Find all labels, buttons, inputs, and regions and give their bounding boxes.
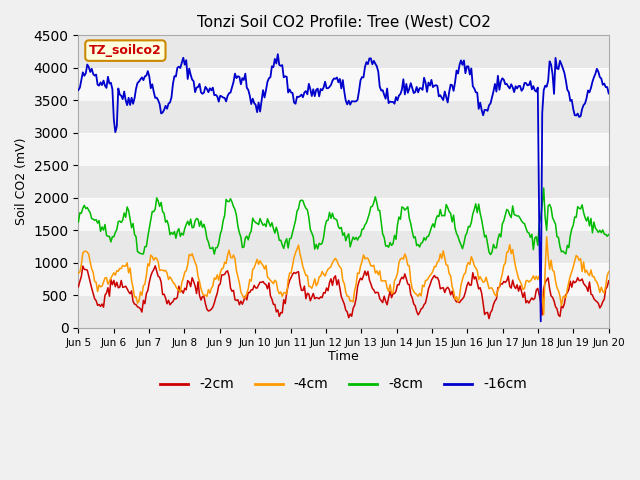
Bar <box>79 100 609 133</box>
Bar <box>79 295 609 328</box>
Bar <box>79 36 609 68</box>
Bar <box>79 165 609 198</box>
Bar <box>79 68 609 100</box>
Y-axis label: Soil CO2 (mV): Soil CO2 (mV) <box>15 138 28 225</box>
Text: TZ_soilco2: TZ_soilco2 <box>89 44 162 57</box>
X-axis label: Time: Time <box>328 350 359 363</box>
Bar <box>79 198 609 230</box>
Bar <box>79 263 609 295</box>
Title: Tonzi Soil CO2 Profile: Tree (West) CO2: Tonzi Soil CO2 Profile: Tree (West) CO2 <box>196 15 490 30</box>
Bar <box>79 230 609 263</box>
Bar <box>79 133 609 165</box>
Legend: -2cm, -4cm, -8cm, -16cm: -2cm, -4cm, -8cm, -16cm <box>155 372 532 397</box>
